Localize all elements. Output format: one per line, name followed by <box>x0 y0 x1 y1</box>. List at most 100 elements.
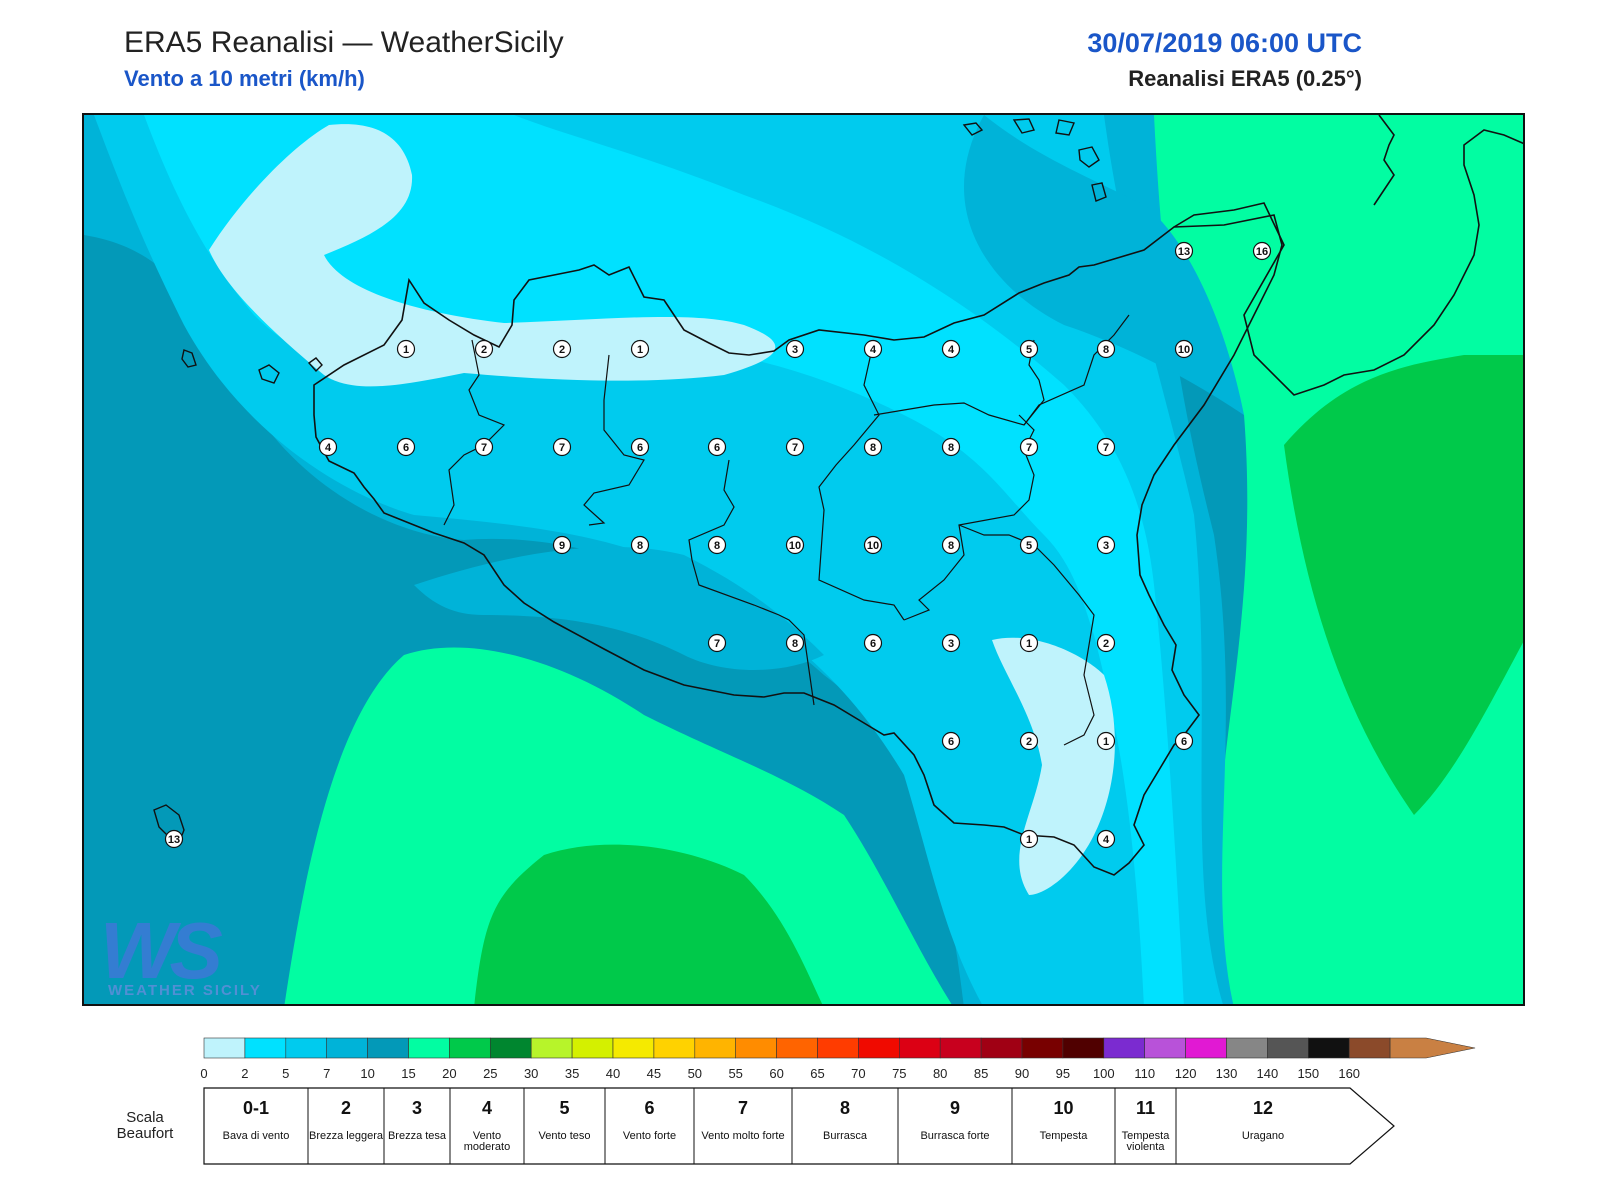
wind-value: 6 <box>714 442 720 454</box>
wind-value: 4 <box>948 344 955 356</box>
beaufort-number: 6 <box>644 1098 655 1118</box>
wind-value-marker: 6 <box>1174 731 1194 751</box>
beaufort-number: 2 <box>340 1098 351 1118</box>
wind-value: 1 <box>1026 834 1032 846</box>
scale-tick-label: 60 <box>769 1066 783 1081</box>
scale-tick-label: 140 <box>1257 1066 1279 1081</box>
wind-value: 10 <box>1178 344 1190 356</box>
scale-tick-label: 55 <box>728 1066 742 1081</box>
beaufort-number: 4 <box>481 1098 492 1118</box>
scale-swatch <box>1226 1037 1268 1059</box>
beaufort-frame <box>203 1087 1395 1165</box>
wind-value: 7 <box>481 442 487 454</box>
scale-tick-label: 50 <box>688 1066 702 1081</box>
wind-value: 3 <box>1103 540 1109 552</box>
map-subtitle: Vento a 10 metri (km/h) <box>124 66 365 91</box>
wind-value: 4 <box>325 442 332 454</box>
scale-swatch <box>980 1037 1023 1059</box>
scale-swatch <box>326 1037 368 1059</box>
scale-tick-label: 2 <box>241 1066 248 1081</box>
wind-value: 8 <box>714 540 720 552</box>
wind-value-marker: 2 <box>1019 731 1039 751</box>
valid-date: 30/07/2019 06:00 UTC <box>1087 28 1362 58</box>
scale-swatch <box>244 1037 287 1059</box>
color-scale: 0 2 5 7 10 15 20 25 30 35 40 45 50 55 60 65 70 75 80 85 90 95… <box>200 1037 1476 1165</box>
wind-value: 5 <box>1026 540 1032 552</box>
scale-tick-label: 80 <box>933 1066 947 1081</box>
beaufort-label: Vento forte <box>622 1130 677 1142</box>
logo-text: WEATHER SICILY <box>108 982 262 999</box>
island-6 <box>1055 119 1075 136</box>
wind-region-7-10-north <box>963 115 1244 415</box>
province-border-4 <box>873 339 1045 426</box>
scale-tick-label: 35 <box>565 1066 579 1081</box>
wind-value-marker: 6 <box>863 633 883 653</box>
beaufort-cell: 5 Vento teso <box>524 1088 605 1166</box>
wind-value-marker: 4 <box>1096 829 1116 849</box>
wind-contours <box>84 115 1523 1004</box>
province-border-7 <box>1023 314 1130 426</box>
wind-region-20-25-south <box>474 844 823 1004</box>
scale-swatch <box>1185 1037 1227 1059</box>
wind-value: 7 <box>1103 442 1109 454</box>
wind-values: 1 2 2 1 3 4 4 5 8 104 6 7 7 6 6 7 8 8 7 79 8 8 10 10 8 5 37 8 6 3 1 26 2… <box>164 241 1272 849</box>
wind-value-marker: 7 <box>1096 437 1116 457</box>
province-border-0 <box>443 339 506 526</box>
wind-value: 6 <box>637 442 643 454</box>
beaufort-number: 3 <box>411 1098 422 1118</box>
beaufort-label: Bava di vento <box>222 1130 290 1142</box>
scale-tick-label: 45 <box>647 1066 661 1081</box>
province-border-2 <box>583 354 645 526</box>
scale-tick-label: 110 <box>1134 1066 1155 1081</box>
scale-swatch-arrow <box>1389 1037 1476 1059</box>
scale-swatch <box>776 1037 818 1059</box>
weathersicily-logo: WS <box>100 905 223 997</box>
sicily-outline <box>313 214 1283 876</box>
wind-value-marker: 7 <box>474 437 494 457</box>
scale-swatch <box>367 1037 409 1059</box>
wind-value-marker: 10 <box>863 535 883 555</box>
wind-value-marker: 6 <box>941 731 961 751</box>
beaufort-label: Uragano <box>1241 1130 1285 1142</box>
wind-value: 3 <box>792 344 798 356</box>
wind-region-15-20-south <box>284 647 952 1004</box>
wind-value: 2 <box>1103 638 1109 650</box>
wind-value-marker: 1 <box>630 339 650 359</box>
scale-swatch <box>939 1037 982 1059</box>
province-border-6 <box>958 524 1095 746</box>
beaufort-cell: 3 Brezza tesa <box>384 1088 450 1166</box>
wind-value: 7 <box>792 442 798 454</box>
scale-tick-label: 90 <box>1015 1066 1029 1081</box>
wind-value-marker: 7 <box>785 437 805 457</box>
wind-value-marker: 1 <box>1096 731 1116 751</box>
wind-value-marker: 6 <box>630 437 650 457</box>
wind-value: 1 <box>1103 736 1109 748</box>
island-7 <box>1078 146 1100 168</box>
wind-value-marker: 16 <box>1252 241 1272 261</box>
beaufort-number: 7 <box>737 1098 748 1118</box>
beaufort-number: 11 <box>1135 1098 1156 1118</box>
wind-value: 13 <box>1178 246 1190 258</box>
scale-tick-label: 15 <box>401 1066 415 1081</box>
beaufort-label: Vento moderato <box>463 1130 511 1153</box>
wind-value-marker: 3 <box>785 339 805 359</box>
beaufort-number: 10 <box>1053 1098 1074 1118</box>
scale-tick-label: 20 <box>442 1066 456 1081</box>
wind-value: 6 <box>948 736 954 748</box>
wind-map-canvas: 1 2 2 1 3 4 4 5 8 104 6 7 7 6 6 7 8 8 7 79 8 8 10 10 8 5 37 8 6 3 1 26 2… <box>84 115 1523 1004</box>
wind-value: 1 <box>403 344 409 356</box>
wind-value-marker: 8 <box>1096 339 1116 359</box>
wind-value: 6 <box>870 638 876 650</box>
scale-tick-label: 7 <box>323 1066 330 1081</box>
wind-value-marker: 2 <box>1096 633 1116 653</box>
wind-value-marker: 1 <box>396 339 416 359</box>
scale-swatch <box>1144 1037 1186 1059</box>
scale-swatch <box>1267 1037 1309 1059</box>
scale-swatch <box>1308 1037 1350 1059</box>
wind-region-0-2-west <box>209 124 776 387</box>
province-border-1 <box>688 459 815 706</box>
wind-value-marker: 6 <box>396 437 416 457</box>
beaufort-number: 12 <box>1252 1098 1274 1118</box>
scale-swatch <box>449 1037 491 1059</box>
beaufort-title: Scala Beaufort <box>116 1109 174 1142</box>
